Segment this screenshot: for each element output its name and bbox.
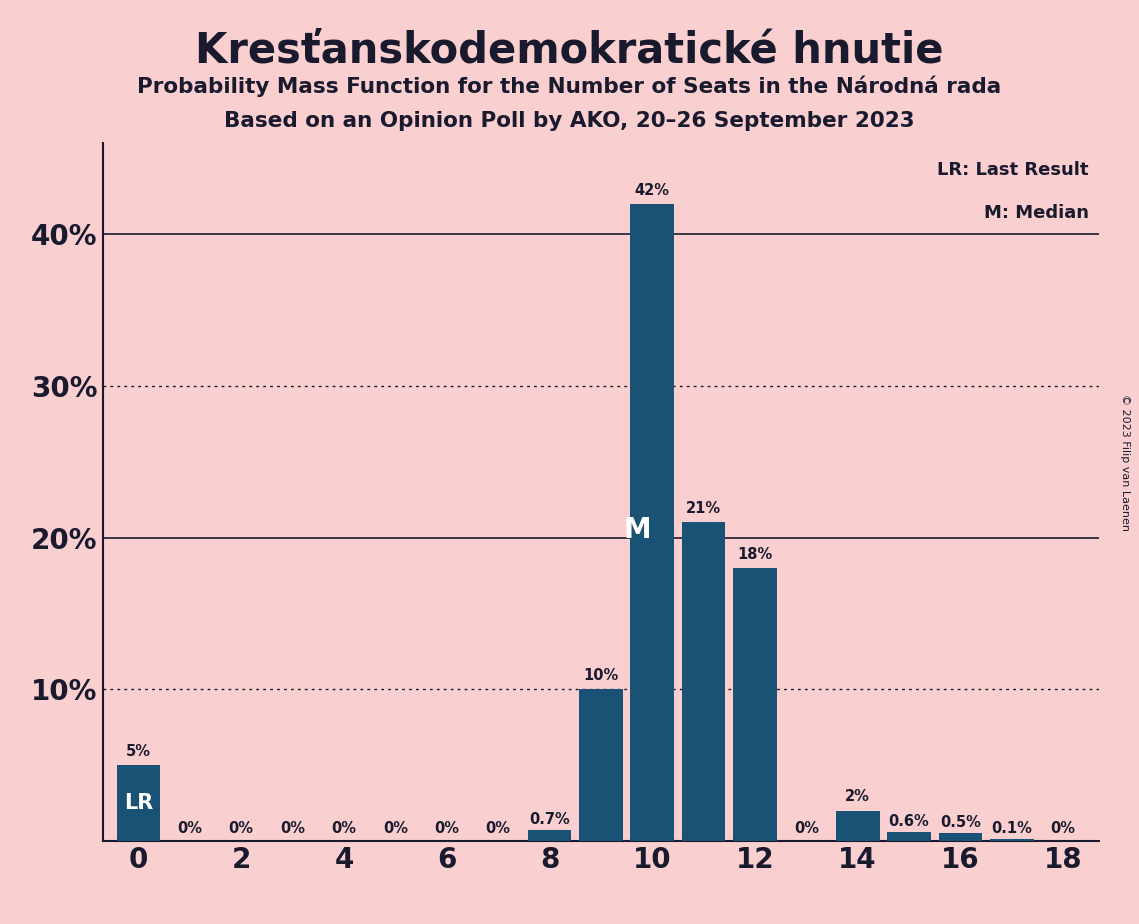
Bar [990,839,1033,841]
Text: 0.6%: 0.6% [888,814,929,829]
Text: 0%: 0% [1050,821,1075,836]
Text: 0%: 0% [178,821,203,836]
Text: Probability Mass Function for the Number of Seats in the Národná rada: Probability Mass Function for the Number… [138,76,1001,97]
Bar [939,833,982,841]
Bar [734,568,777,841]
Bar [887,832,931,841]
Text: 0%: 0% [383,821,408,836]
Text: 0%: 0% [229,821,254,836]
Text: 2%: 2% [845,789,870,805]
Text: LR: Last Result: LR: Last Result [937,162,1089,179]
Text: 0%: 0% [485,821,510,836]
Text: 0.7%: 0.7% [530,812,570,827]
Bar [116,765,161,841]
Text: M: M [624,516,652,544]
Text: 0%: 0% [280,821,305,836]
Text: Kresťanskodemokratické hnutie: Kresťanskodemokratické hnutie [195,30,944,71]
Text: 0%: 0% [331,821,357,836]
Bar [682,522,726,841]
Text: 42%: 42% [634,183,670,198]
Text: LR: LR [124,793,153,813]
Text: 10%: 10% [583,668,618,683]
Text: © 2023 Filip van Laenen: © 2023 Filip van Laenen [1121,394,1130,530]
Text: 0.5%: 0.5% [940,815,981,831]
Text: 5%: 5% [126,744,151,759]
Text: 21%: 21% [686,502,721,517]
Text: 18%: 18% [737,547,772,562]
Bar [527,831,572,841]
Text: Based on an Opinion Poll by AKO, 20–26 September 2023: Based on an Opinion Poll by AKO, 20–26 S… [224,111,915,131]
Bar [579,689,623,841]
Bar [836,810,879,841]
Text: M: Median: M: Median [984,204,1089,222]
Bar [630,204,674,841]
Text: 0%: 0% [794,821,819,836]
Text: 0%: 0% [434,821,459,836]
Text: 0.1%: 0.1% [991,821,1032,836]
